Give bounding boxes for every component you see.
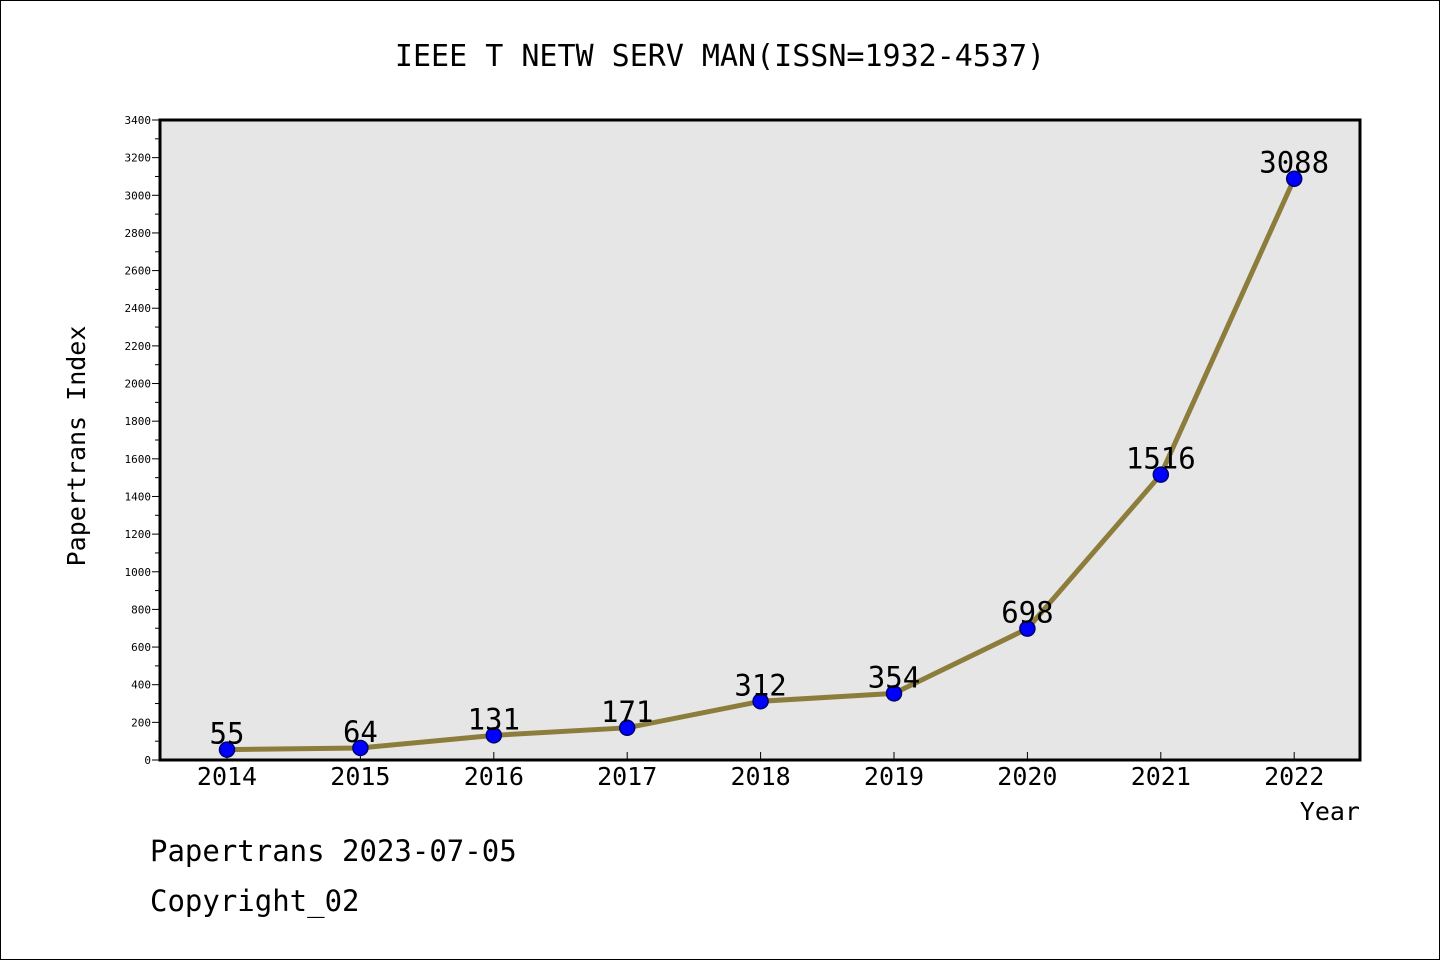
data-point-marker xyxy=(618,719,636,737)
x-tick-label: 2021 xyxy=(1131,762,1191,791)
y-tick-label: 2400 xyxy=(125,302,152,315)
x-axis: 2014 2015 2016 2017 2018 2019 2020 2021 2022 xyxy=(197,752,1324,791)
data-point-marker xyxy=(1152,466,1170,483)
y-tick-label: 200 xyxy=(131,716,151,729)
x-axis-label: Year xyxy=(1300,797,1360,826)
y-tick-label: 1000 xyxy=(125,566,152,579)
x-tick-label: 2015 xyxy=(330,762,390,791)
data-value-label: 354 xyxy=(868,660,920,694)
y-axis-label: Papertrans Index xyxy=(62,326,91,567)
y-tick-label: 1800 xyxy=(125,415,152,428)
x-tick-label: 2022 xyxy=(1264,762,1324,791)
x-tick-label: 2019 xyxy=(864,762,924,791)
footer-date-text: Papertrans 2023-07-05 xyxy=(150,834,517,868)
data-labels: 55 64 131 171 312 354 698 1516 3088 xyxy=(210,146,1330,751)
data-point-marker xyxy=(218,741,236,758)
data-value-label: 312 xyxy=(734,668,786,702)
data-point-marker xyxy=(1019,620,1036,637)
data-value-label: 698 xyxy=(1001,596,1053,630)
data-point-marker xyxy=(752,693,769,710)
data-point-marker xyxy=(352,739,369,757)
x-tick-label: 2017 xyxy=(597,762,657,791)
data-value-label: 3088 xyxy=(1259,146,1329,180)
y-tick-label: 2600 xyxy=(125,265,152,278)
data-value-label: 171 xyxy=(601,695,653,729)
footer-copyright-text: Copyright_02 xyxy=(150,884,360,918)
data-markers xyxy=(218,170,1303,758)
x-tick-label: 2016 xyxy=(464,762,524,791)
data-value-label: 64 xyxy=(343,715,378,749)
y-tick-label: 0 xyxy=(144,754,151,767)
x-tick-label: 2014 xyxy=(197,762,257,791)
plot-border xyxy=(158,118,1362,762)
y-tick-label: 3400 xyxy=(125,114,152,127)
data-value-label: 131 xyxy=(468,702,520,736)
plot-area xyxy=(160,120,1360,760)
y-tick-label: 800 xyxy=(131,603,151,616)
y-tick-label: 400 xyxy=(131,679,151,692)
y-tick-label: 1200 xyxy=(125,528,152,541)
data-point-marker xyxy=(1285,170,1303,187)
y-tick-label: 3200 xyxy=(125,152,152,165)
y-tick-label: 3000 xyxy=(125,189,152,202)
data-point-marker xyxy=(885,685,903,702)
y-tick-label: 2200 xyxy=(125,340,152,353)
y-tick-label: 2800 xyxy=(125,227,152,240)
x-tick-label: 2018 xyxy=(730,762,790,791)
data-point-marker xyxy=(485,727,503,744)
data-value-label: 1516 xyxy=(1126,442,1196,476)
y-tick-label: 2000 xyxy=(125,378,152,391)
x-tick-label: 2020 xyxy=(997,762,1057,791)
y-tick-label: 1400 xyxy=(125,490,152,503)
data-value-label: 55 xyxy=(210,717,245,751)
y-tick-label: 1600 xyxy=(125,453,152,466)
chart-title: IEEE T NETW SERV MAN(ISSN=1932-4537) xyxy=(395,39,1045,74)
y-tick-label: 600 xyxy=(131,641,151,654)
y-axis: 0 200 400 600 800 1000 1200 1400 1600 1800 2000 220… xyxy=(125,114,160,767)
